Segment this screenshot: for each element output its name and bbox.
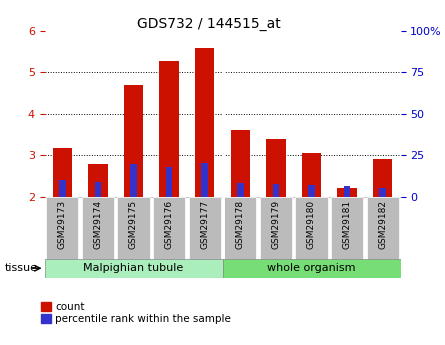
FancyBboxPatch shape bbox=[117, 197, 150, 260]
Text: GSM29179: GSM29179 bbox=[271, 200, 280, 249]
Bar bbox=[53, 148, 72, 197]
Bar bbox=[159, 61, 179, 197]
Text: tissue: tissue bbox=[4, 264, 37, 273]
Bar bbox=[373, 159, 392, 197]
Bar bbox=[95, 182, 101, 197]
Bar bbox=[195, 48, 214, 197]
FancyBboxPatch shape bbox=[331, 197, 363, 260]
Bar bbox=[130, 164, 137, 197]
Text: GSM29174: GSM29174 bbox=[93, 200, 102, 249]
Bar bbox=[308, 186, 315, 197]
Bar bbox=[344, 186, 350, 197]
Bar bbox=[302, 153, 321, 197]
FancyBboxPatch shape bbox=[46, 197, 78, 260]
Bar bbox=[380, 188, 386, 197]
FancyBboxPatch shape bbox=[82, 197, 114, 260]
Bar bbox=[273, 184, 279, 197]
Text: GSM29182: GSM29182 bbox=[378, 200, 387, 249]
Text: GSM29180: GSM29180 bbox=[307, 200, 316, 249]
FancyBboxPatch shape bbox=[44, 259, 222, 278]
FancyBboxPatch shape bbox=[222, 259, 400, 278]
FancyBboxPatch shape bbox=[295, 197, 328, 260]
Text: whole organism: whole organism bbox=[267, 263, 356, 273]
FancyBboxPatch shape bbox=[224, 197, 256, 260]
Bar bbox=[337, 188, 357, 197]
Text: Malpighian tubule: Malpighian tubule bbox=[83, 263, 184, 273]
Bar bbox=[231, 130, 250, 197]
Legend: count, percentile rank within the sample: count, percentile rank within the sample bbox=[41, 302, 231, 324]
FancyBboxPatch shape bbox=[260, 197, 292, 260]
Bar bbox=[88, 164, 108, 197]
Text: GDS732 / 144515_at: GDS732 / 144515_at bbox=[137, 17, 281, 31]
Bar bbox=[266, 139, 286, 197]
FancyBboxPatch shape bbox=[367, 197, 399, 260]
Bar bbox=[202, 163, 208, 197]
Text: GSM29173: GSM29173 bbox=[58, 200, 67, 249]
Bar bbox=[166, 167, 172, 197]
FancyBboxPatch shape bbox=[189, 197, 221, 260]
Bar bbox=[237, 184, 243, 197]
FancyBboxPatch shape bbox=[153, 197, 185, 260]
Bar bbox=[59, 180, 65, 197]
Text: GSM29176: GSM29176 bbox=[165, 200, 174, 249]
Text: GSM29178: GSM29178 bbox=[236, 200, 245, 249]
Text: GSM29181: GSM29181 bbox=[343, 200, 352, 249]
Text: GSM29177: GSM29177 bbox=[200, 200, 209, 249]
Bar bbox=[124, 85, 143, 197]
Text: GSM29175: GSM29175 bbox=[129, 200, 138, 249]
